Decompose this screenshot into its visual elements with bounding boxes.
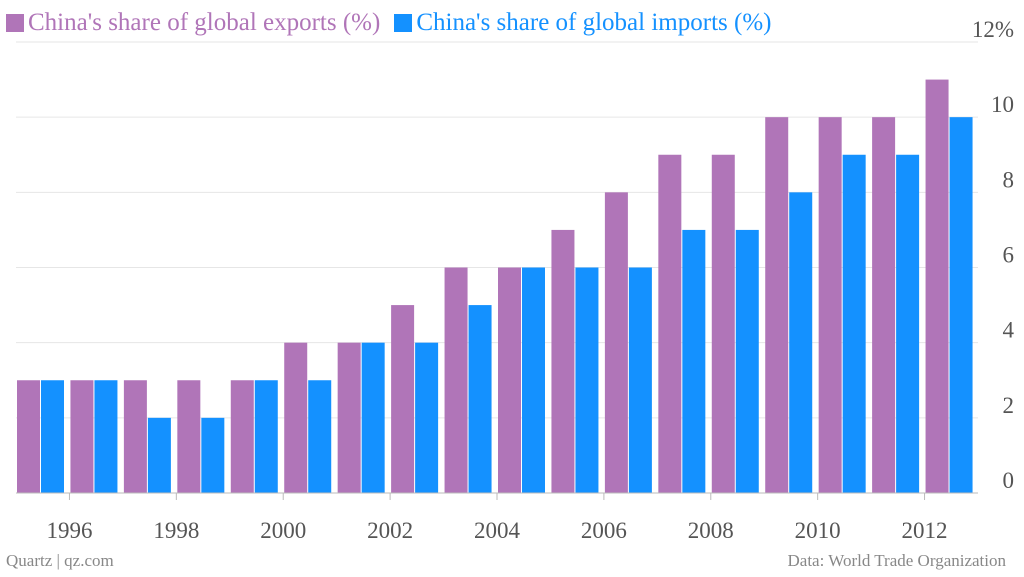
imports-bar xyxy=(949,117,973,494)
y-tick-label: 6 xyxy=(1003,243,1015,268)
exports-bar xyxy=(17,380,40,493)
legend-swatch-imports xyxy=(394,14,413,32)
imports-bar xyxy=(682,229,706,493)
imports-bar xyxy=(842,154,866,493)
imports-bar xyxy=(308,380,332,493)
x-tick-label: 1998 xyxy=(153,518,199,543)
imports-bar xyxy=(415,342,439,493)
exports-bar xyxy=(872,117,896,494)
footer-source-right: Data: World Trade Organization xyxy=(787,551,1007,570)
exports-bar xyxy=(123,380,147,493)
y-tick-label: 4 xyxy=(1003,318,1015,343)
exports-bar xyxy=(818,117,842,494)
x-tick-label: 2010 xyxy=(795,518,841,543)
x-tick-label: 2002 xyxy=(367,518,413,543)
imports-bar xyxy=(147,417,171,493)
exports-bar xyxy=(604,192,628,494)
exports-bar xyxy=(658,154,682,493)
exports-bar xyxy=(498,267,521,493)
legend-label-imports: China's share of global imports (%) xyxy=(416,9,772,36)
exports-bar xyxy=(337,342,361,493)
imports-bar xyxy=(201,417,225,493)
exports-bar xyxy=(70,380,94,493)
exports-bar xyxy=(551,229,575,493)
y-tick-label: 8 xyxy=(1003,167,1015,192)
y-tick-label: 2 xyxy=(1003,393,1015,418)
imports-bar xyxy=(789,192,813,494)
legend-item-imports: China's share of global imports (%) xyxy=(394,8,771,38)
exports-bar xyxy=(925,79,949,493)
imports-bar xyxy=(628,267,652,493)
x-tick-label: 2000 xyxy=(260,518,306,543)
legend-swatch-exports xyxy=(6,14,24,32)
legend-label-exports: China's share of global exports (%) xyxy=(28,9,381,36)
imports-bar xyxy=(94,380,118,493)
y-tick-label: 10 xyxy=(991,92,1014,117)
exports-bar xyxy=(765,117,789,494)
exports-bar xyxy=(230,380,254,493)
footer-source-left: Quartz | qz.com xyxy=(6,551,114,570)
imports-bar xyxy=(361,342,385,493)
x-tick-label: 2012 xyxy=(902,518,948,543)
imports-bar xyxy=(522,267,545,493)
imports-bar xyxy=(468,305,492,493)
imports-bar xyxy=(896,154,920,493)
chart-legend: China's share of global exports (%) Chin… xyxy=(6,8,771,38)
x-tick-label: 2008 xyxy=(688,518,734,543)
legend-item-exports: China's share of global exports (%) xyxy=(6,8,380,38)
imports-bar xyxy=(41,380,64,493)
exports-bar xyxy=(177,380,201,493)
imports-bar xyxy=(735,229,759,493)
x-tick-label: 1996 xyxy=(46,518,92,543)
exports-bar xyxy=(711,154,735,493)
y-tick-label: 12% xyxy=(972,17,1014,42)
exports-bar xyxy=(391,305,415,493)
exports-bar xyxy=(284,342,308,493)
exports-bar xyxy=(444,267,468,493)
imports-bar xyxy=(254,380,278,493)
x-tick-label: 2006 xyxy=(581,518,627,543)
x-tick-label: 2004 xyxy=(474,518,521,543)
y-tick-label: 0 xyxy=(1003,468,1015,493)
imports-bar xyxy=(575,267,599,493)
